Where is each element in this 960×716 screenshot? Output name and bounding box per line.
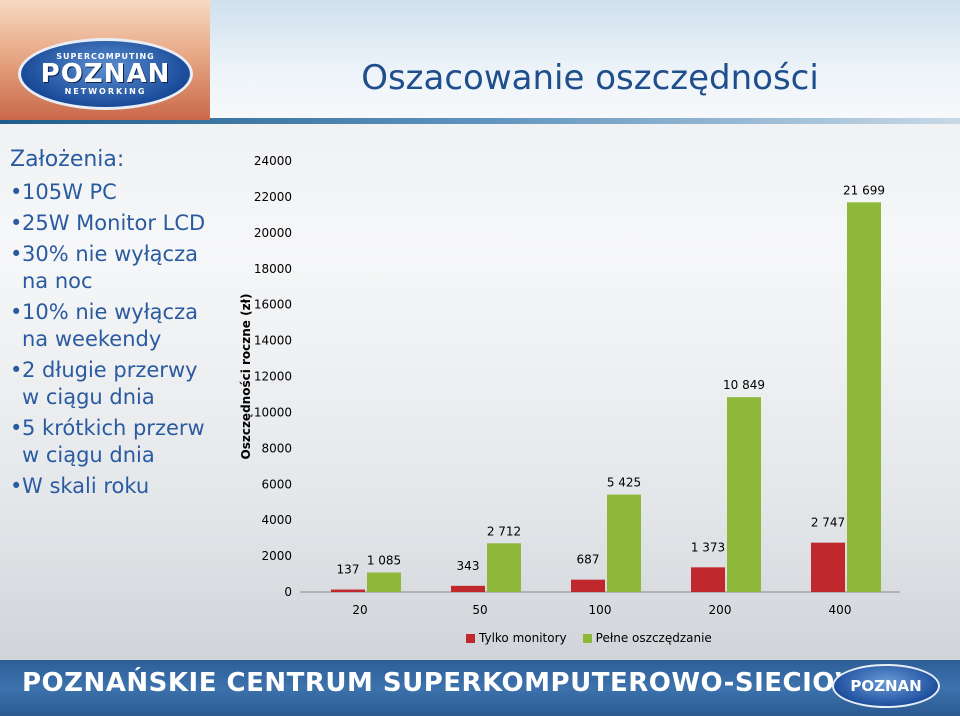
x-tick-label: 100 [589,603,612,617]
assumption-item: 5 krótkich przerw w ciągu dnia [10,415,220,469]
data-label-full: 10 849 [723,378,765,392]
logo-main-text: POZNAN [40,59,171,89]
x-tick-label: 20 [352,603,367,617]
y-tick-label: 22000 [254,190,292,204]
savings-chart: Oszczędności roczne (zł) 0 2000 4000 6000 800… [236,140,960,660]
data-label-monitors: 2 747 [811,516,845,530]
bar-monitors [691,567,725,592]
assumption-item: 10% nie wyłącza na weekendy [10,299,220,353]
assumptions-heading: Założenia: [10,147,125,172]
bar-full [367,572,401,592]
y-tick-label: 14000 [254,334,292,348]
assumption-item: W skali roku [10,473,220,500]
data-label-full: 1 085 [367,554,401,568]
x-tick-label: 200 [709,603,732,617]
bar-full [607,494,641,592]
pcss-logo: SUPERCOMPUTING POZNAN NETWORKING [18,38,193,110]
footer-logo: POZNAN [832,664,940,708]
y-tick-label: 8000 [261,441,292,455]
legend-label-full: Pełne oszczędzanie [595,631,712,645]
assumption-item: 30% nie wyłącza na noc [10,241,220,295]
data-label-monitors: 1 373 [691,540,725,554]
y-tick-label: 6000 [261,477,292,491]
legend-swatch-monitors [466,633,475,643]
data-label-full: 21 699 [843,183,885,197]
y-tick-label: 2000 [261,549,292,563]
header-accent-bar [0,118,960,124]
bar-monitors [811,542,845,592]
x-tick-label: 50 [472,603,487,617]
bar-full [847,202,881,592]
logo-panel: SUPERCOMPUTING POZNAN NETWORKING [0,0,210,120]
x-tick-label: 400 [829,603,852,617]
bar-monitors [451,585,485,592]
bar-monitors [571,579,605,592]
legend-item-monitors: Tylko monitory [466,631,567,645]
data-label-full: 2 712 [487,524,521,538]
bar-monitors [331,589,365,592]
bar-full [487,543,521,592]
y-tick-label: 24000 [254,154,292,168]
data-label-monitors: 687 [577,553,600,567]
legend-label-monitors: Tylko monitory [479,631,567,645]
assumptions-list: 105W PC 25W Monitor LCD 30% nie wyłącza … [10,179,220,500]
assumptions-panel: Założenia: 105W PC 25W Monitor LCD 30% n… [10,146,220,504]
y-tick-label: 16000 [254,298,292,312]
slide-title: Oszacowanie oszczędności [361,58,819,98]
y-tick-label: 10000 [254,405,292,419]
y-tick-label: 0 [284,585,292,599]
y-tick-label: 20000 [254,226,292,240]
y-axis-label: Oszczędności roczne (zł) [239,293,253,459]
legend-item-full: Pełne oszczędzanie [582,631,712,645]
y-tick-label: 4000 [261,513,292,527]
logo-top-text: SUPERCOMPUTING [56,52,155,61]
y-tick-label: 12000 [254,370,292,384]
footer-band [0,660,960,716]
assumption-item: 105W PC [10,179,220,206]
data-label-monitors: 343 [457,559,480,573]
y-tick-label: 18000 [254,262,292,276]
assumption-item: 25W Monitor LCD [10,210,220,237]
legend-swatch-full [582,633,592,643]
assumption-item: 2 długie przerwy w ciągu dnia [10,357,220,411]
bar-full [727,397,761,592]
data-label-monitors: 137 [337,563,360,577]
footer-text: POZNAŃSKIE CENTRUM SUPERKOMPUTEROWO-SIEC… [22,668,883,698]
chart-legend: Tylko monitory Pełne oszczędzanie [466,630,712,646]
data-label-full: 5 425 [607,476,641,490]
savings-chart-svg: Oszczędności roczne (zł) 0 2000 4000 6000 800… [239,154,900,617]
logo-bottom-text: NETWORKING [64,87,147,96]
